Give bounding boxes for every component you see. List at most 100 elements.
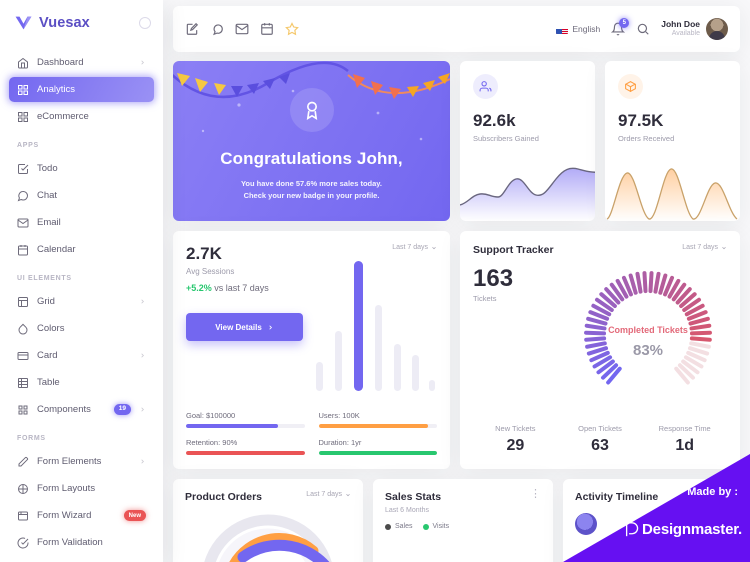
sidebar: Vuesax Dashboard Analytics eCommerce APP… <box>0 0 163 562</box>
sidebar-item-form-layouts[interactable]: Form Layouts <box>9 476 154 501</box>
sidebar-item-card[interactable]: Card <box>9 343 154 368</box>
orders-sparkline-chart <box>606 168 740 221</box>
chevron-down-icon <box>346 493 350 496</box>
sessions-delta: +5.2% vs last 7 days <box>186 283 269 293</box>
layout-icon <box>18 483 28 494</box>
todo-icon[interactable] <box>185 22 199 36</box>
sidebar-item-calendar[interactable]: Calendar <box>9 237 154 262</box>
sidebar-item-label: Form Wizard <box>37 510 92 521</box>
avg-sessions-bar-chart <box>316 261 435 391</box>
sidebar-item-grid[interactable]: Grid <box>9 289 154 314</box>
congrats-line-1: You have done 57.6% more sales today. <box>240 179 383 188</box>
sales-stats-subtitle: Last 6 Months <box>385 507 429 514</box>
credit-card-icon <box>17 351 29 360</box>
goal-progress <box>186 424 305 428</box>
view-details-button[interactable]: View Details <box>186 313 303 341</box>
metric-label: New Tickets <box>495 424 536 433</box>
avg-sessions-card: 2.7K Avg Sessions +5.2% vs last 7 days L… <box>173 231 450 469</box>
sidebar-item-form-wizard[interactable]: Form Wizard New <box>9 503 154 528</box>
goal-label: Retention: 90% <box>186 438 238 447</box>
main-area: English 5 John Doe Available <box>163 0 750 562</box>
sidebar-item-label: Components <box>37 404 91 415</box>
orders-value: 97.5K <box>618 111 664 130</box>
metric-value: 63 <box>591 437 609 454</box>
sessions-delta-suffix: vs last 7 days <box>211 283 269 293</box>
sales-stats-title: Sales Stats <box>385 491 442 503</box>
analytics-row: 2.7K Avg Sessions +5.2% vs last 7 days L… <box>173 231 740 469</box>
sidebar-item-label: Form Layouts <box>37 483 96 494</box>
activity-timeline-card: Activity Timeline <box>563 479 740 562</box>
metric-label: Response Time <box>658 424 711 433</box>
sidebar-item-todo[interactable]: Todo <box>9 156 154 181</box>
sidebar-item-ecommerce[interactable]: eCommerce <box>9 104 154 129</box>
goal-label: Users: 100K <box>318 411 360 420</box>
goal-grid: Goal: $100000 Users: 100K Retention: 90% <box>186 411 437 455</box>
sidebar-section-ui-elements: UI ELEMENTS <box>17 275 72 282</box>
product-orders-card: Product Orders Last 7 days <box>173 479 363 562</box>
orders-received-card: 97.5K Orders Received <box>605 61 740 221</box>
sidebar-item-table[interactable]: Table <box>9 370 154 395</box>
sales-stats-more-menu[interactable]: ⋮ <box>530 488 541 500</box>
congrats-subtitle: You have done 57.6% more sales today. Ch… <box>241 178 382 203</box>
goal-item: Retention: 90% <box>186 438 305 455</box>
sidebar-collapse-icon[interactable] <box>139 17 151 29</box>
sidebar-item-label: Analytics <box>37 84 76 95</box>
sidebar-item-form-validation[interactable]: Form Validation <box>9 530 154 555</box>
sessions-period-dropdown[interactable]: Last 7 days <box>392 244 437 251</box>
sidebar-section-forms: FORMS <box>17 435 46 442</box>
sessions-delta-value: +5.2% <box>186 283 212 293</box>
vuesax-logo-icon <box>14 15 33 31</box>
sidebar-item-dashboard[interactable]: Dashboard <box>9 50 154 75</box>
sidebar-item-analytics[interactable]: Analytics <box>9 77 154 102</box>
metric-value: 29 <box>506 437 525 454</box>
sidebar-item-form-elements[interactable]: Form Elements <box>9 449 154 474</box>
sessions-label: Avg Sessions <box>186 267 235 276</box>
sidebar-item-label: Grid <box>37 296 55 307</box>
search-icon[interactable] <box>636 22 650 36</box>
home-icon <box>18 57 28 68</box>
chevron-right-icon <box>141 299 144 304</box>
stats-row: Congratulations John, You have done 57.6… <box>173 61 740 221</box>
language-selector[interactable]: English <box>556 24 600 34</box>
legend-item-sales: Sales <box>385 523 413 530</box>
shopping-icon <box>18 111 28 122</box>
avatar <box>706 18 728 40</box>
topbar-actions: English 5 John Doe Available <box>556 18 728 40</box>
sales-stats-titles: Sales Stats Last 6 Months <box>385 491 441 514</box>
product-orders-period-dropdown[interactable]: Last 7 days <box>306 491 351 498</box>
user-menu[interactable]: John Doe Available <box>661 18 728 40</box>
brand-name: Vuesax <box>39 15 90 31</box>
support-period-label: Last 7 days <box>682 244 718 251</box>
star-icon[interactable] <box>285 22 299 36</box>
support-period-dropdown[interactable]: Last 7 days <box>682 244 727 251</box>
notifications-button[interactable]: 5 <box>611 18 630 36</box>
sidebar-item-email[interactable]: Email <box>9 210 154 235</box>
user-name: John Doe <box>661 19 700 30</box>
metric-response-time: Response Time 1d <box>642 424 727 455</box>
email-icon[interactable] <box>235 22 249 36</box>
sidebar-item-chat[interactable]: Chat <box>9 183 154 208</box>
congrats-title: Congratulations John, <box>220 149 403 168</box>
goal-progress <box>186 451 305 455</box>
user-info: John Doe Available <box>661 19 700 38</box>
flag-icon <box>556 25 569 34</box>
calendar-icon <box>18 244 28 255</box>
chevron-right-icon <box>269 324 272 330</box>
sidebar-item-label: Calendar <box>37 244 76 255</box>
mail-icon <box>17 218 29 227</box>
chevron-right-icon <box>141 60 144 65</box>
dashboard-content: Congratulations John, You have done 57.6… <box>163 52 750 562</box>
droplet-icon <box>18 323 28 334</box>
legend-dot <box>385 523 391 530</box>
sidebar-item-label: Email <box>37 217 61 228</box>
notification-count-badge: 5 <box>619 18 630 28</box>
table-icon <box>18 377 28 388</box>
chat-icon[interactable] <box>210 22 224 36</box>
calendar-icon[interactable] <box>260 22 274 36</box>
sidebar-item-components[interactable]: Components 19 <box>9 397 154 422</box>
sidebar-item-colors[interactable]: Colors <box>9 316 154 341</box>
check-square-icon <box>18 163 29 174</box>
user-status: Available <box>671 29 700 37</box>
sidebar-header: Vuesax <box>0 0 163 46</box>
